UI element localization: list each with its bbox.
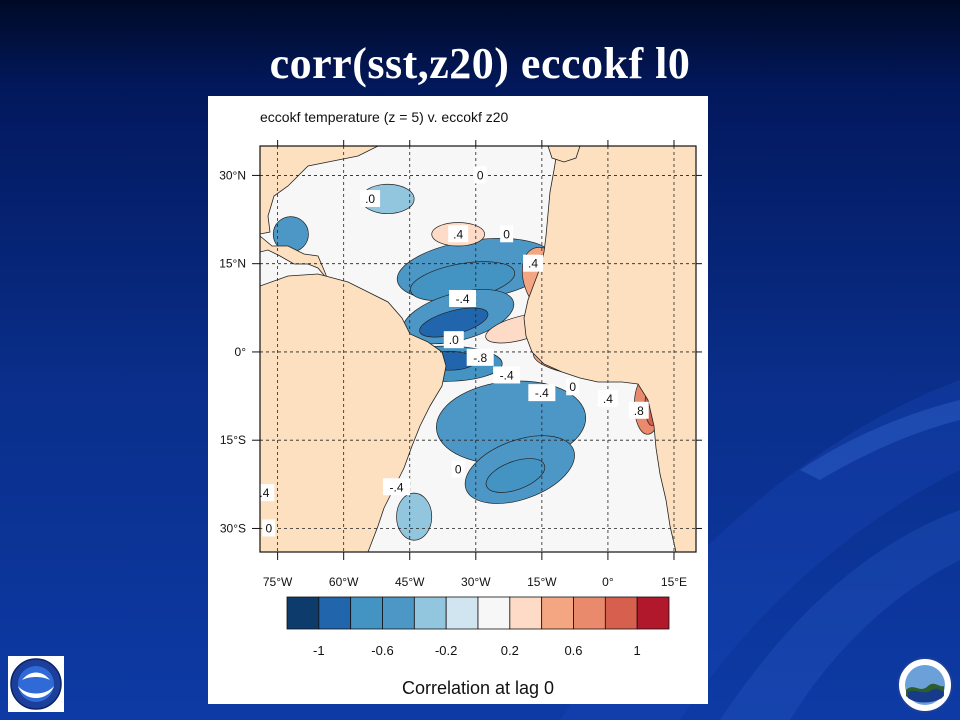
contour-label-5: -.4 bbox=[456, 292, 470, 306]
contour-label-0: 0 bbox=[477, 168, 484, 182]
colorbar-tick-label-5: 1 bbox=[634, 643, 641, 658]
land-africa bbox=[523, 146, 696, 552]
contour-label-box-0 bbox=[473, 166, 487, 184]
slide-title: corr(sst,z20) eccokf l0 bbox=[269, 39, 691, 88]
colorbar-swatch-2 bbox=[350, 596, 383, 630]
x-tick-label-3: 30°W bbox=[461, 575, 491, 589]
colorbar-swatch-0 bbox=[286, 596, 320, 630]
colorbar-tick-label-1: -0.6 bbox=[371, 643, 393, 658]
contour-label-box-3 bbox=[500, 225, 514, 243]
noaa-seal-logo bbox=[897, 657, 953, 713]
colorbar-swatch-1 bbox=[318, 596, 352, 630]
colorbar-swatch-9 bbox=[573, 596, 606, 630]
contour-labels: 0 .0 .4 0 .4 -.4 .0 -.8 -.4 -.4 0 .4 .8 .4 -.4 0 0 bbox=[259, 166, 649, 537]
colorbar-swatch-4 bbox=[413, 596, 447, 630]
x-tick-label-4: 15°W bbox=[527, 575, 557, 589]
colorbar-swatch-5 bbox=[445, 596, 479, 630]
correlation-map-chart: eccokf temperature (z = 5) v. eccokf z20… bbox=[219, 109, 702, 698]
contour-label-box-2 bbox=[448, 225, 469, 243]
contour-label-box-13 bbox=[260, 484, 275, 502]
correlation-patch-9 bbox=[396, 492, 433, 541]
contour-label-7: -.8 bbox=[473, 351, 487, 365]
map-plot-area: 0 .0 .4 0 .4 -.4 .0 -.8 -.4 -.4 0 .4 .8 .4 -.4 0 0 bbox=[259, 146, 696, 552]
contour-label-box-11 bbox=[597, 390, 618, 408]
y-tick-label-1: 15°N bbox=[219, 257, 246, 271]
colorbar-label: Correlation at lag 0 bbox=[402, 678, 554, 698]
colorbar-tick-label-2: -0.2 bbox=[435, 643, 457, 658]
contour-label-15: 0 bbox=[455, 463, 462, 477]
map-frame bbox=[259, 145, 697, 553]
contour-label-box-4 bbox=[523, 254, 544, 272]
chart-figure-panel: eccokf temperature (z = 5) v. eccokf z20… bbox=[208, 96, 708, 704]
contour-label-11: .4 bbox=[603, 392, 613, 406]
land-layer bbox=[260, 146, 696, 552]
colorbar: -1 -0.6 -0.2 0.2 0.6 1 bbox=[286, 596, 670, 658]
y-tick-label-2: 0° bbox=[235, 345, 247, 359]
colorbar-swatch-11 bbox=[636, 596, 670, 630]
y-tick-label-0: 30°N bbox=[219, 168, 246, 182]
colorbar-tick-label-0: -1 bbox=[313, 643, 325, 658]
noaa-logo bbox=[8, 656, 64, 712]
contour-label-box-8 bbox=[493, 366, 521, 384]
contour-label-8: -.4 bbox=[500, 368, 514, 382]
x-tick-label-2: 45°W bbox=[395, 575, 425, 589]
contour-label-box-5 bbox=[449, 289, 477, 307]
x-tick-label-1: 60°W bbox=[329, 575, 359, 589]
correlation-patch-8 bbox=[485, 458, 546, 493]
contour-label-10: 0 bbox=[569, 380, 576, 394]
contour-label-box-6 bbox=[443, 331, 464, 349]
contour-label-box-9 bbox=[528, 384, 556, 402]
contour-label-6: .0 bbox=[449, 333, 459, 347]
colorbar-tick-label-3: 0.2 bbox=[501, 643, 519, 658]
contour-label-box-10 bbox=[566, 378, 580, 396]
contour-label-box-14 bbox=[383, 478, 411, 496]
contour-label-box-7 bbox=[466, 348, 494, 366]
land-south-america bbox=[260, 273, 447, 552]
map-title: eccokf temperature (z = 5) v. eccokf z20 bbox=[260, 109, 509, 125]
contour-label-box-12 bbox=[628, 401, 649, 419]
land-europe-iberia bbox=[547, 146, 581, 163]
contour-label-3: 0 bbox=[503, 227, 510, 241]
contour-label-9: -.4 bbox=[535, 386, 549, 400]
colorbar-tick-label-4: 0.6 bbox=[564, 643, 582, 658]
x-tick-label-5: 0° bbox=[602, 575, 614, 589]
contour-label-4: .4 bbox=[528, 257, 538, 271]
colorbar-swatch-6 bbox=[477, 596, 511, 630]
contour-label-2: .4 bbox=[453, 227, 463, 241]
contour-label-box-1 bbox=[360, 189, 381, 207]
y-tick-label-3: 15°S bbox=[220, 433, 246, 447]
colorbar-swatch-10 bbox=[604, 596, 638, 630]
contour-label-13: .4 bbox=[259, 486, 269, 500]
graticule-grid bbox=[260, 146, 696, 552]
contour-label-14: -.4 bbox=[390, 480, 404, 494]
map-axis-ticks: 75°W 60°W 45°W 30°W 15°W 0° 15°E 30°N 15°N 0° 15°S… bbox=[219, 140, 702, 589]
contour-label-12: .8 bbox=[634, 404, 644, 418]
x-tick-label-0: 75°W bbox=[263, 575, 293, 589]
contour-label-box-15 bbox=[451, 460, 465, 478]
contour-label-1: .0 bbox=[365, 192, 375, 206]
colorbar-swatch-3 bbox=[382, 596, 415, 630]
contour-label-box-16 bbox=[262, 519, 276, 537]
colorbar-swatch-8 bbox=[541, 596, 574, 630]
colorbar-swatch-7 bbox=[509, 596, 543, 630]
contour-label-16: 0 bbox=[265, 521, 272, 535]
x-tick-label-6: 15°E bbox=[661, 575, 687, 589]
y-tick-label-4: 30°S bbox=[220, 521, 246, 535]
